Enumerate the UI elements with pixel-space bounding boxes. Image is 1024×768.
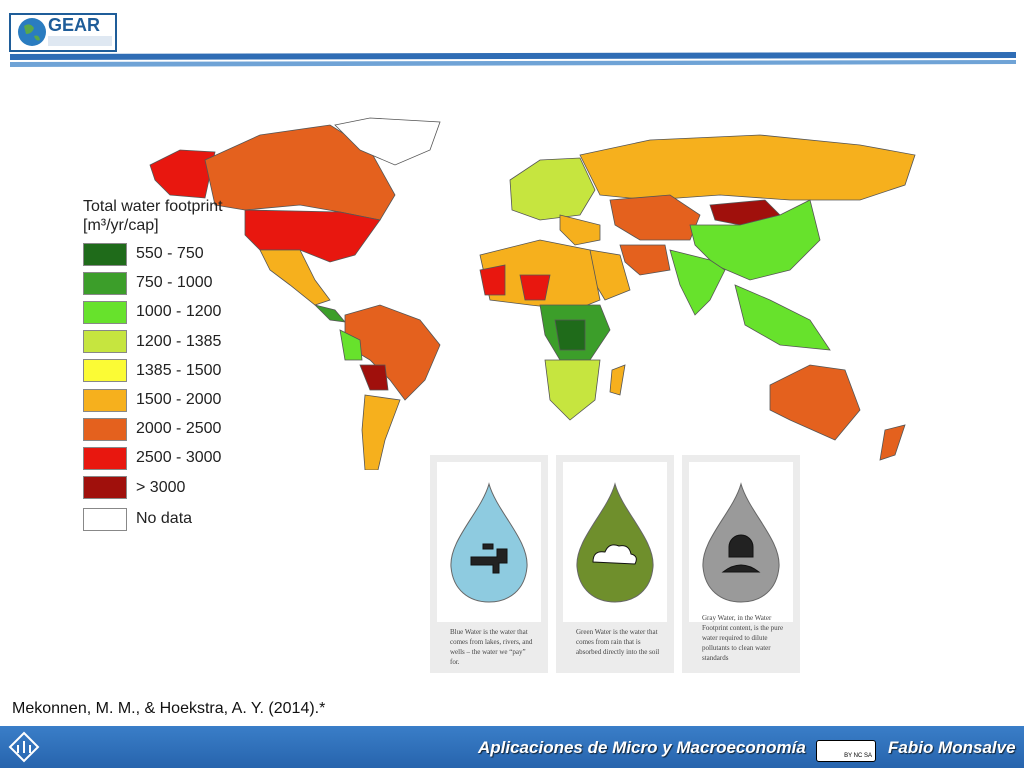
citation: Mekonnen, M. M., & Hoekstra, A. Y. (2014… [12,700,326,717]
southern-africa [544,359,601,421]
water-panel: Gray Water, in the Water Footprint conte… [682,455,800,673]
footer-icon [8,731,40,763]
legend-label: No data [136,510,193,527]
logo-text: GEAR [48,15,100,35]
congo [554,319,586,351]
greenland [334,117,441,166]
usa [244,209,381,263]
legend-swatch [83,507,127,531]
panel-image [563,462,667,622]
alaska [149,149,216,199]
logo-subtitle [48,36,112,46]
legend-item: 2000 - 2500 [83,417,221,441]
india [669,249,726,316]
legend-label: 1385 - 1500 [136,361,222,379]
header: GEAR [9,13,1016,67]
southeast-asia [734,284,831,351]
drop-icon [470,543,508,574]
legend-unit: [m³/yr/cap] [83,217,159,234]
water-caption: Gray Water, in the Water Footprint conte… [702,614,784,662]
legend-label: 750 - 1000 [136,274,213,292]
mexico [259,249,331,306]
legend-swatch [83,330,127,354]
legend-swatch [83,417,127,441]
footer: Aplicaciones de Micro y Macroeconomía BY… [0,726,1024,768]
water-panel: Green Water is the water that comes from… [556,455,674,673]
kazakhstan [609,194,701,241]
water-drop [576,482,654,603]
legend-item: 550 - 750 [83,242,204,266]
water-caption: Blue Water is the water that comes from … [450,628,533,666]
iran [619,244,671,276]
course-name: Aplicaciones de Micro y Macroeconomía [478,738,806,757]
logo-land [24,24,40,41]
russia [579,134,916,201]
drop-shape [450,482,528,603]
bolivia [359,364,389,391]
legend-label: > 3000 [136,478,186,496]
madagascar [609,364,626,396]
stripe [10,52,1016,60]
water-panel: Blue Water is the water that comes from … [430,455,548,673]
legend-label: 1200 - 1385 [136,332,222,350]
drop-icon [592,544,637,565]
legend-label: 2500 - 3000 [136,449,222,467]
china [689,199,821,281]
peru [339,329,363,361]
legend-item: 750 - 1000 [83,271,213,295]
new-zealand [879,424,906,461]
legend-label: 1000 - 1200 [136,303,222,321]
legend-item: 1385 - 1500 [83,359,221,383]
panel-image [437,462,541,622]
legend-swatch [83,446,127,470]
legend-item: 1500 - 2000 [83,388,221,412]
argentina [361,394,401,470]
drop-icon [721,534,761,573]
legend-swatch [83,300,127,324]
legend-label: 1500 - 2000 [136,391,222,408]
legend-item: 1200 - 1385 [83,330,221,354]
legend-swatch [83,388,127,412]
niger [519,274,551,301]
cc-badge: BY NC SA [816,740,876,762]
water-drop [702,482,780,603]
legend-item: 2500 - 3000 [83,446,221,470]
stripe [10,60,1016,67]
legend-swatch [83,271,127,295]
legend-item: 1000 - 1200 [83,300,221,324]
water-drop [450,482,528,603]
legend-title: Total water footprint [m³/yr/cap] [83,197,223,235]
water-caption: Green Water is the water that comes from… [576,628,660,656]
mauritania [479,264,506,296]
legend-item: > 3000 [83,476,185,500]
world-map [149,117,916,470]
countries [149,117,916,470]
panel-image [689,462,793,622]
author: Fabio Monsalve [888,738,1016,757]
turkey [559,214,601,246]
europe [509,157,596,221]
legend-item: No data [83,507,192,531]
drop-shape [576,482,654,603]
legend-swatch [83,359,127,383]
legend-label: 550 - 750 [136,245,204,262]
australia [769,364,861,441]
legend-label: 2000 - 2500 [136,420,222,438]
legend-swatch [83,476,127,500]
central-america [313,304,346,323]
legend-swatch [83,242,127,266]
legend-title-text: Total water footprint [83,198,223,215]
